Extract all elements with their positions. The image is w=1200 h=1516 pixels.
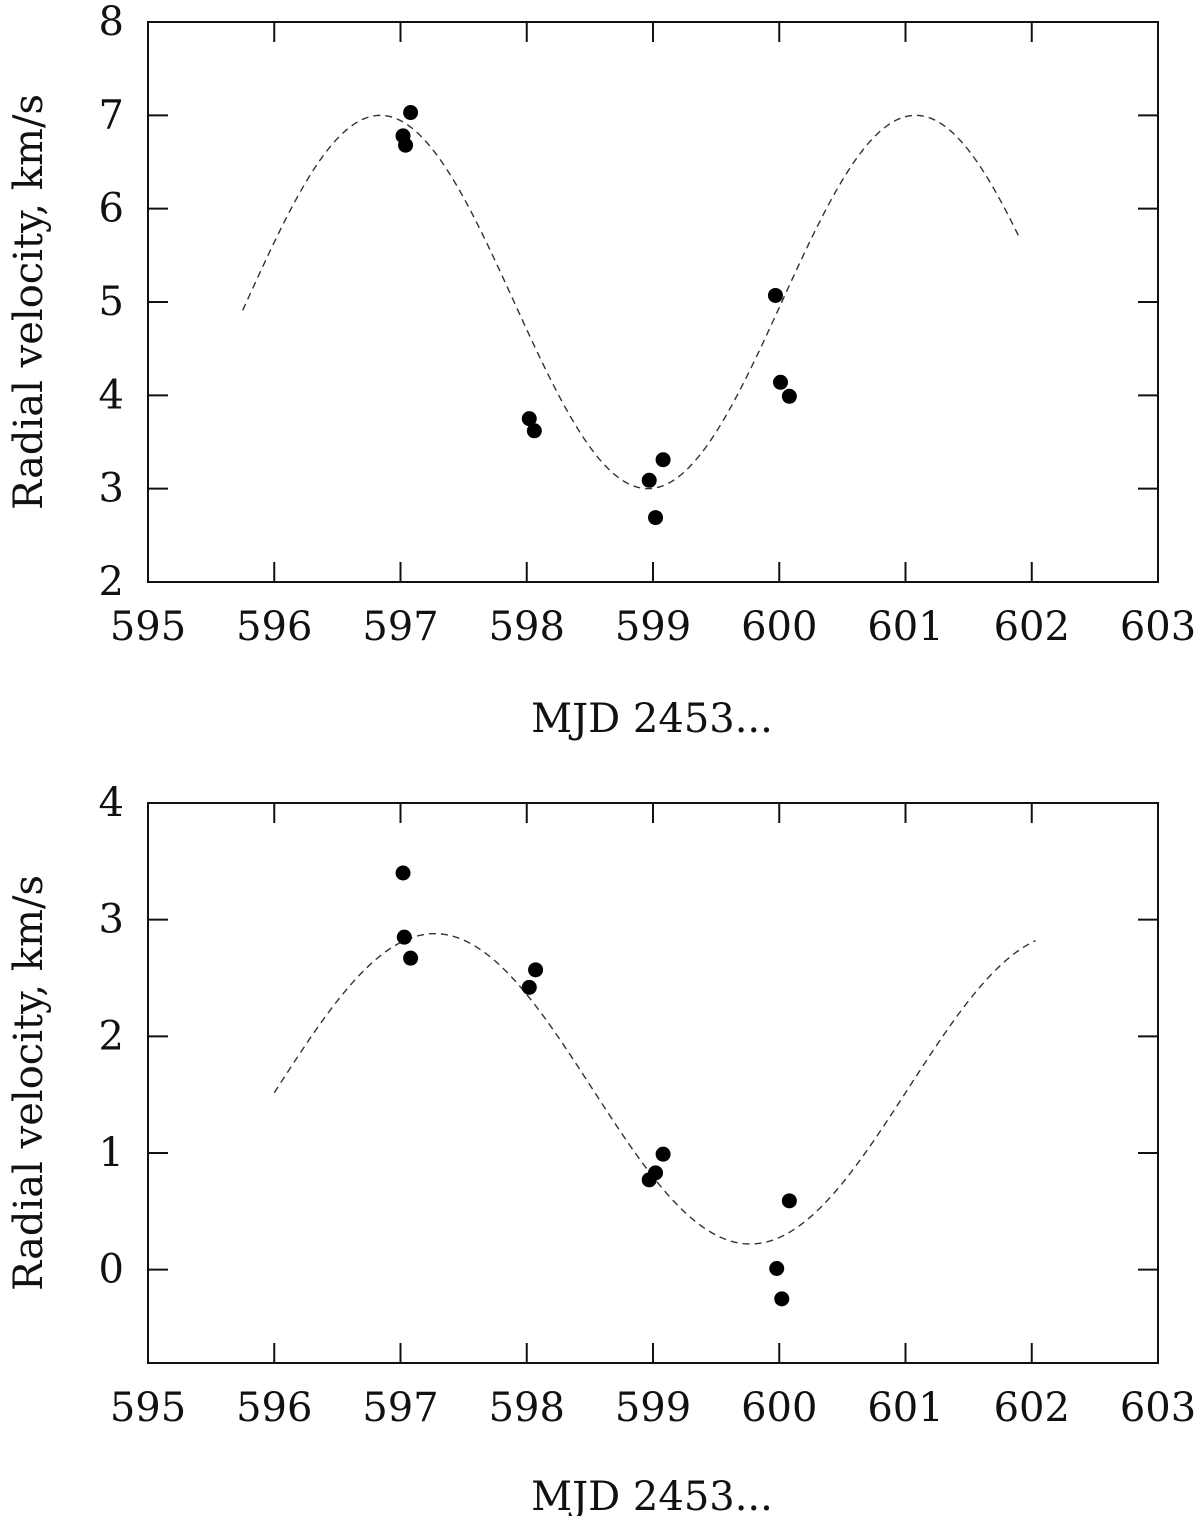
- x-tick-label: 603: [1120, 604, 1196, 650]
- fit-curve: [242, 114, 1020, 490]
- tick-marks: [147, 21, 1159, 583]
- y-axis-title: Radial velocity, km/s: [6, 875, 52, 1291]
- x-tick-label: 597: [362, 1385, 438, 1431]
- data-point: [641, 472, 657, 488]
- y-axis-title: Radial velocity, km/s: [6, 94, 52, 510]
- y-tick-label: 2: [99, 1013, 124, 1059]
- data-point: [403, 105, 419, 121]
- x-tick-label: 595: [110, 604, 186, 650]
- data-point: [396, 929, 412, 945]
- y-tick-label: 2: [99, 559, 124, 605]
- data-point: [521, 411, 537, 427]
- data-point: [774, 1291, 790, 1307]
- data-point: [403, 950, 419, 966]
- y-tick-labels: 0 1 2 3 4: [99, 780, 124, 1293]
- plot-frame: [147, 21, 1159, 583]
- data-point: [767, 287, 783, 303]
- x-tick-labels: 595 596 597 598 599 600 601 602 603: [110, 1385, 1196, 1431]
- tick-marks: [147, 802, 1159, 1363]
- x-tick-label: 603: [1120, 1385, 1196, 1431]
- data-point: [655, 452, 671, 468]
- data-point: [769, 1261, 785, 1276]
- x-axis-title: MJD 2453...: [531, 696, 773, 742]
- data-point: [781, 1193, 797, 1209]
- data-point: [521, 979, 537, 995]
- data-point: [526, 423, 542, 439]
- x-tick-label: 599: [615, 604, 691, 650]
- x-tick-label: 596: [236, 1385, 312, 1431]
- x-tick-label: 598: [489, 604, 565, 650]
- y-tick-label: 3: [99, 466, 124, 512]
- x-tick-label: 600: [741, 1385, 817, 1431]
- x-axis-title: MJD 2453...: [531, 1474, 773, 1516]
- data-points: [395, 865, 797, 1307]
- data-point: [648, 1165, 664, 1181]
- data-point: [781, 388, 797, 404]
- data-points: [395, 105, 797, 526]
- x-tick-label: 595: [110, 1385, 186, 1431]
- y-tick-label: 1: [99, 1130, 124, 1176]
- x-tick-label: 602: [994, 604, 1070, 650]
- x-tick-label: 601: [867, 604, 943, 650]
- y-tick-label: 0: [99, 1247, 124, 1293]
- y-tick-labels: 2 3 4 5 6 7 8: [99, 0, 124, 605]
- y-tick-label: 6: [99, 186, 124, 232]
- bottom-panel: 595 596 597 598 599 600 601 602 603 0 1 …: [6, 780, 1196, 1516]
- y-tick-label: 4: [99, 372, 124, 418]
- x-tick-label: 597: [362, 604, 438, 650]
- data-point: [648, 510, 664, 526]
- x-tick-label: 602: [994, 1385, 1070, 1431]
- y-tick-label: 4: [99, 780, 124, 826]
- data-point: [528, 962, 544, 978]
- y-tick-label: 7: [99, 92, 124, 138]
- x-tick-label: 596: [236, 604, 312, 650]
- x-tick-label: 600: [741, 604, 817, 650]
- x-tick-label: 598: [489, 1385, 565, 1431]
- plot-frame: [147, 802, 1159, 1364]
- y-tick-label: 3: [99, 897, 124, 943]
- fit-curve: [273, 932, 1036, 1245]
- data-point: [773, 374, 789, 390]
- top-panel: 595 596 597 598 599 600 601 602 603 2 3 …: [6, 0, 1196, 742]
- x-tick-labels: 595 596 597 598 599 600 601 602 603: [110, 604, 1196, 650]
- y-tick-label: 8: [99, 0, 124, 45]
- x-tick-label: 601: [867, 1385, 943, 1431]
- data-point: [398, 137, 414, 153]
- data-point: [395, 865, 411, 881]
- x-tick-label: 599: [615, 1385, 691, 1431]
- y-tick-label: 5: [99, 279, 124, 325]
- data-point: [655, 1146, 671, 1162]
